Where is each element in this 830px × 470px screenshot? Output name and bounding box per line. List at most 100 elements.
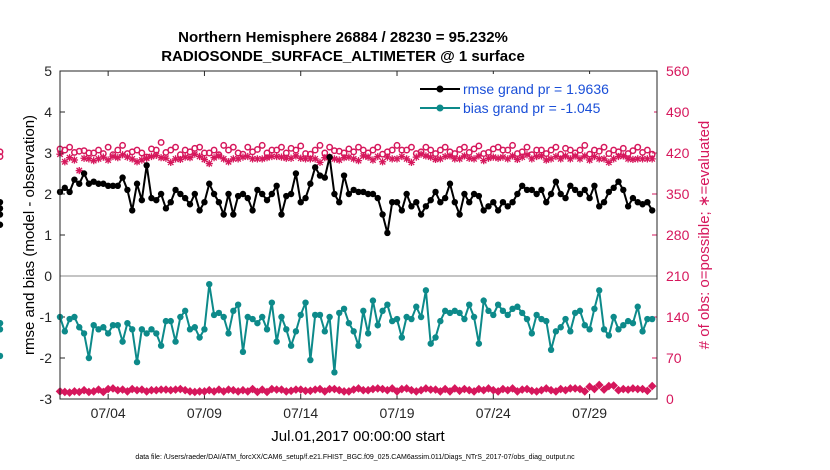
evaluated-point (518, 153, 526, 161)
evaluated-low-point (580, 387, 590, 396)
rmse-point (90, 178, 97, 185)
possible-point (619, 144, 627, 152)
rmse-point (446, 180, 454, 187)
rmse-point (596, 203, 603, 210)
evaluated-point (499, 153, 507, 161)
rmse-point (634, 199, 641, 206)
bias-point (504, 311, 511, 319)
bias-point (177, 313, 184, 321)
rmse-point (287, 190, 295, 198)
possible-point (460, 143, 468, 151)
evaluated-point (244, 152, 252, 161)
rmse-point (109, 182, 117, 189)
bias-point (422, 287, 430, 294)
evaluated-point (350, 155, 358, 163)
evaluated-point (436, 155, 444, 163)
possible-point (350, 148, 358, 156)
rmse-point (393, 199, 401, 206)
rmse-point (543, 199, 550, 206)
possible-point (494, 143, 502, 151)
y-left-tick-label: -1 (40, 309, 53, 325)
bias-point (230, 307, 237, 315)
evaluated-point (75, 166, 83, 175)
evaluated-point (441, 152, 449, 161)
bias-point (263, 326, 271, 333)
rmse-point (273, 182, 280, 189)
rmse-point (76, 180, 83, 187)
possible-point (509, 141, 517, 149)
rmse-point (80, 170, 88, 177)
bias-point (316, 311, 324, 319)
evaluated-point (157, 154, 165, 162)
rmse-point (533, 190, 540, 198)
rmse-point (480, 207, 487, 214)
evaluated-point (508, 152, 517, 160)
evaluated-low-point (118, 385, 127, 394)
evaluated-point (66, 154, 74, 162)
evaluated-point (162, 154, 170, 162)
possible-point (119, 141, 127, 149)
bias-point (576, 307, 584, 315)
evaluated-point (263, 154, 271, 162)
evaluated-low-point (127, 384, 137, 394)
rmse-point (490, 199, 497, 206)
evaluated-point (561, 152, 570, 160)
rmse-point (0, 199, 4, 206)
possible-point (114, 146, 122, 154)
evaluated-point (292, 152, 300, 160)
bias-point (543, 317, 550, 325)
rmse-point (0, 211, 4, 218)
bias-point (95, 326, 102, 333)
bias-point (480, 297, 487, 304)
rmse-point (389, 199, 396, 206)
rmse-point (215, 199, 223, 206)
rmse-point (571, 186, 579, 194)
possible-point (210, 146, 218, 154)
bias-point (374, 322, 381, 329)
rmse-point (437, 199, 444, 206)
possible-point (441, 143, 449, 151)
evaluated-point (80, 154, 88, 162)
bias-point (485, 307, 492, 315)
rmse-point (239, 190, 247, 198)
rmse-point (648, 207, 656, 214)
evaluated-point (585, 156, 594, 164)
bias-point (605, 332, 613, 339)
bias-point (398, 334, 406, 341)
bias-point (133, 358, 141, 366)
evaluated-low-point (229, 385, 238, 395)
rmse-point (230, 211, 237, 218)
bias-point (475, 340, 483, 347)
rmse-point (297, 199, 304, 206)
rmse-point (485, 203, 492, 210)
rmse-point (283, 192, 290, 200)
evaluated-point (340, 154, 348, 162)
rmse-point (451, 199, 458, 206)
rmse-point (403, 190, 410, 198)
rmse-point (514, 190, 521, 198)
evaluated-low-point (594, 380, 604, 390)
rmse-point (259, 190, 266, 198)
evaluated-point (427, 153, 435, 161)
bias-point (408, 315, 415, 323)
possible-point (436, 146, 444, 154)
bias-point (297, 311, 304, 319)
evaluated-point (393, 155, 401, 163)
evaluated-point (316, 158, 324, 166)
evaluated-point (383, 153, 391, 161)
rmse-point (129, 207, 136, 214)
evaluated-point (196, 152, 204, 161)
rmse-point (278, 211, 285, 218)
possible-point (629, 147, 637, 155)
evaluated-point (330, 155, 339, 163)
bias-point (119, 338, 126, 345)
rmse-point (292, 170, 300, 177)
evaluated-point (104, 156, 112, 164)
evaluated-point (610, 155, 618, 163)
evaluated-low-point (238, 385, 248, 395)
rmse-point (470, 190, 478, 198)
bias-point (292, 328, 300, 335)
evaluated-point (205, 159, 213, 168)
chart-title-line2: RADIOSONDE_SURFACE_ALTIMETER @ 1 surface (161, 48, 525, 65)
evaluated-low-point (277, 385, 286, 394)
